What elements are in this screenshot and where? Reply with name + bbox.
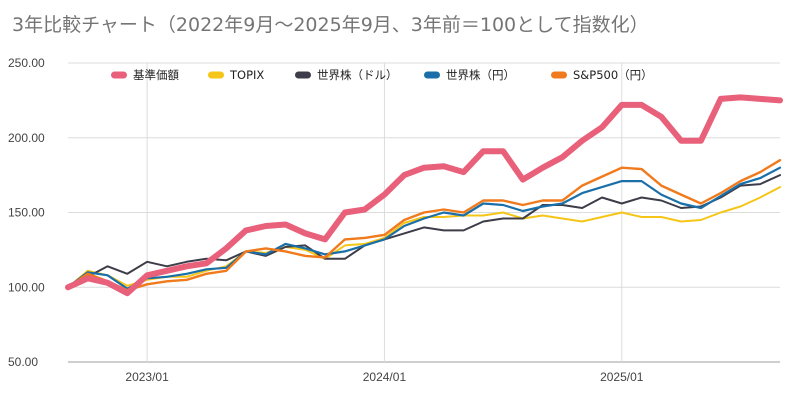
x-tick-label-2: 2025/01 [600,370,644,384]
legend-swatch-1 [208,71,224,79]
chart-title: 3年比較チャート（2022年9月～2025年9月、3年前＝100として指数化） [12,14,649,36]
y-tick-label-3: 200.00 [8,131,45,145]
series-line-2 [67,174,781,289]
legend-label-1: TOPIX [229,68,264,82]
y-tick-label-0: 50.00 [8,355,38,369]
y-tick-label-4: 250.00 [8,56,45,70]
y-tick-label-1: 100.00 [8,280,45,294]
legend-label-2: 世界株（ドル） [317,68,398,82]
legend-swatch-0 [111,71,127,79]
legend-label-0: 基準価額 [133,68,179,82]
legend-swatch-4 [551,71,567,79]
y-tick-label-2: 150.00 [8,206,45,220]
legend-label-3: 世界株（円） [446,68,515,82]
series-line-1 [67,186,781,289]
legend-swatch-3 [424,71,440,79]
series-line-0 [65,94,783,297]
legend-label-4: S&P500（円） [573,68,653,82]
x-tick-label-1: 2024/01 [363,370,407,384]
series-line-3 [66,166,782,290]
series-line-4 [66,158,782,292]
x-tick-label-0: 2023/01 [125,370,169,384]
legend-swatch-2 [295,71,311,79]
